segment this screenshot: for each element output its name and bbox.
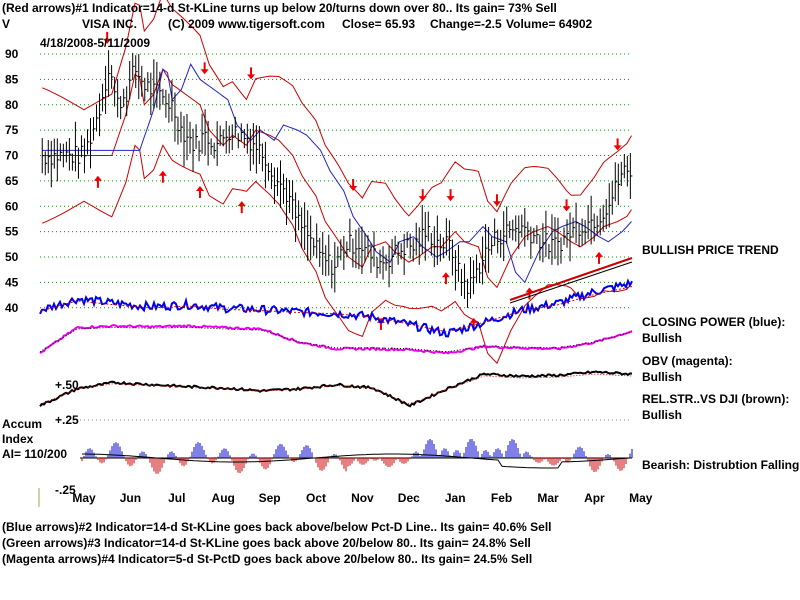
sell-arrow-head	[247, 74, 256, 80]
y-tick-label: 40	[5, 301, 19, 315]
accum-index-label: Index	[2, 432, 34, 446]
trend-line-black	[509, 261, 633, 304]
grid-lines	[40, 53, 632, 309]
y-tick-label: 45	[5, 275, 19, 289]
signal-arrows	[93, 31, 633, 330]
x-tick-label: Nov	[351, 491, 374, 505]
x-tick-label: May	[72, 491, 96, 505]
y-tick-label: 90	[5, 47, 19, 61]
sell-arrow-head	[418, 196, 427, 202]
x-tick-label: May	[629, 491, 653, 505]
footer-line4: (Magenta arrows)#4 Indicator=5-d St-PctD…	[2, 552, 533, 566]
x-tick-label: Oct	[306, 491, 326, 505]
buy-arrow-head	[595, 251, 604, 257]
y-tick-label: 75	[5, 123, 19, 137]
accum-bottom-tick: -.25	[55, 483, 76, 497]
obv-line	[39, 323, 633, 355]
obv-label: OBV (magenta):	[642, 354, 733, 368]
y-tick-label: 80	[5, 98, 19, 112]
footer-line3: (Green arrows)#3 Indicator=14-d St-KLine…	[2, 536, 531, 550]
bearish-label: Bearish: Distrubtion Falling.	[642, 458, 800, 472]
middle-band	[42, 68, 632, 289]
buy-arrow-head	[525, 287, 534, 293]
x-tick-label: Feb	[491, 491, 512, 505]
price-bars	[41, 50, 633, 308]
bullish-trend-label: BULLISH PRICE TREND	[642, 243, 779, 257]
x-tick-label: Aug	[212, 491, 235, 505]
change-value: Change=-2.5	[430, 17, 502, 31]
upper-band	[42, 0, 632, 217]
sell-arrow-head	[492, 201, 501, 207]
buy-arrow-head	[93, 175, 102, 181]
sell-arrow-head	[562, 206, 571, 212]
relstr-mid-tick: +.25	[55, 413, 79, 427]
relstr-label: REL.STR..VS DJI (brown):	[642, 392, 790, 406]
lower-indicators	[39, 278, 633, 421]
y-tick-labels: 90 85 80 75 70 65 60 55 50 45 40	[5, 47, 19, 315]
header-line1: (Red arrows)#1 Indicator=14-d St-KLine t…	[2, 1, 557, 15]
symbol: V	[2, 17, 11, 31]
company-name: VISA INC.	[82, 17, 137, 31]
closing-power-ma	[39, 286, 633, 333]
y-tick-label: 65	[5, 174, 19, 188]
y-tick-label: 50	[5, 250, 19, 264]
lower-band	[42, 144, 632, 365]
copyright: (C) 2009 www.tigersoft.com	[168, 17, 325, 31]
x-tick-labels: May Jun Jul Aug Sep Oct Nov Dec Jan Feb Mar Apr May	[38, 488, 653, 507]
x-tick-label: Sep	[259, 491, 281, 505]
sell-arrow-head	[200, 69, 209, 75]
closing-power-line	[39, 278, 633, 338]
relstr-ma	[39, 373, 633, 405]
footer-line2: (Blue arrows)#2 Indicator=14-d St-KLine …	[2, 520, 552, 534]
relstr-top-tick: +.50	[55, 378, 79, 392]
obv-ma	[39, 326, 633, 353]
volume-value: Volume= 64902	[506, 17, 593, 31]
obv-status: Bullish	[642, 370, 683, 384]
accum-ai-value: AI= 110/200	[2, 447, 68, 461]
y-tick-label: 55	[5, 225, 19, 239]
bollinger-bands	[42, 0, 632, 365]
buy-arrow-head	[441, 272, 450, 278]
date-range: 4/18/2008-5/11/2009	[40, 36, 151, 50]
y-tick-label: 60	[5, 199, 19, 213]
sell-arrow-head	[613, 145, 622, 151]
relstr-line	[39, 370, 633, 408]
accum-title: Accum	[2, 417, 43, 431]
trend-line	[509, 257, 633, 301]
x-tick-label: Jul	[168, 491, 185, 505]
y-tick-label: 70	[5, 149, 19, 163]
buy-arrow-head	[158, 170, 167, 176]
closing-power-status: Bullish	[642, 331, 683, 345]
buy-arrow-head	[469, 317, 478, 323]
moving-average	[42, 63, 632, 284]
x-tick-label: Dec	[398, 491, 420, 505]
accum-histogram	[80, 438, 633, 474]
relstr-status: Bullish	[642, 408, 683, 422]
buy-arrow-head	[196, 185, 204, 191]
closing-power-label: CLOSING POWER (blue):	[642, 315, 786, 329]
x-tick-label: Jan	[445, 491, 466, 505]
buy-arrow-head	[237, 201, 246, 207]
sell-arrow-head	[446, 196, 455, 202]
sell-arrow-head	[103, 38, 112, 44]
x-tick-label: Mar	[537, 491, 559, 505]
x-tick-label: Jun	[120, 491, 141, 505]
sell-arrow-head	[349, 186, 358, 192]
y-tick-label: 85	[5, 72, 19, 86]
accum-ma-line	[82, 453, 631, 469]
x-tick-label: Apr	[584, 491, 605, 505]
close-value: Close= 65.93	[342, 17, 416, 31]
